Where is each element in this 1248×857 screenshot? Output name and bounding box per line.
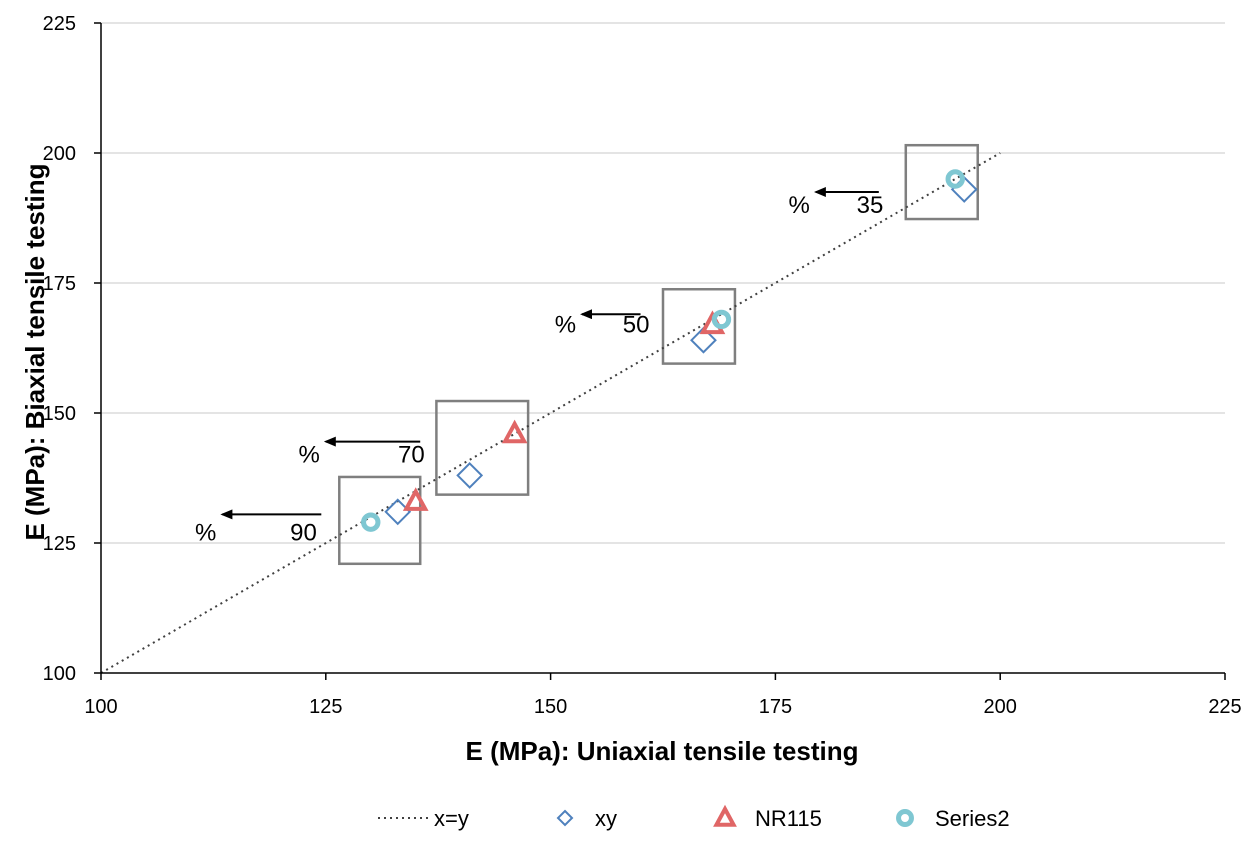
data-series [361, 169, 978, 532]
point-triangle [713, 804, 737, 827]
point-circle [896, 809, 914, 827]
point-diamond [556, 809, 574, 827]
x-tick-label: 100 [84, 696, 117, 718]
legend-label: NR115 [755, 806, 822, 831]
x-tick-label: 175 [759, 696, 792, 718]
x-tick-label: 125 [309, 696, 342, 718]
legend-item: x=y [378, 806, 469, 831]
legend-item: NR115 [713, 804, 822, 831]
annotation-number: 35 [857, 192, 884, 219]
gridlines [101, 22, 1225, 544]
point-circle [361, 512, 381, 532]
point-diamond [456, 461, 484, 489]
legend: x=y xy NR115 Series2 [378, 804, 1010, 831]
y-tick-label: 200 [43, 143, 76, 165]
series-nr115 [402, 310, 726, 511]
reference-line [100, 152, 1001, 674]
x-tick-label: 200 [984, 696, 1017, 718]
annotations: 35% 50% 70% 90% [195, 187, 884, 547]
legend-label: xy [595, 806, 617, 831]
point-triangle [501, 419, 528, 444]
y-tick-label: 175 [43, 273, 76, 295]
series-xy [384, 175, 978, 526]
y-tick-label: 100 [43, 663, 76, 685]
series-series2 [361, 169, 965, 532]
x-tick-label: 150 [534, 696, 567, 718]
legend-item: xy [556, 806, 617, 831]
point-diamond [690, 326, 717, 354]
annotation-number: 70 [398, 442, 425, 469]
annotation-unit: % [789, 192, 810, 219]
point-triangle [402, 487, 429, 511]
highlight-boxes [338, 143, 979, 566]
point-circle [945, 169, 965, 189]
axes: 100 125 150 175 200 225 100 125 150 175 200 225 [43, 13, 1242, 718]
point-circle [711, 309, 732, 330]
annotation-number: 90 [290, 520, 317, 547]
highlight-box [338, 475, 422, 566]
y-axis-title: E (MPa): Biaxial tensile testing [20, 163, 50, 540]
y-tick-label: 150 [43, 403, 76, 425]
x-tick-label: 225 [1208, 696, 1241, 718]
x-axis-title: E (MPa): Uniaxial tensile testing [466, 736, 859, 766]
legend-label: Series2 [935, 806, 1010, 831]
y-tick-label: 225 [43, 13, 76, 35]
annotation-unit: % [298, 442, 319, 469]
highlight-box [661, 287, 737, 365]
point-diamond [384, 498, 412, 526]
legend-item: Series2 [896, 806, 1010, 831]
y-tick-label: 125 [43, 533, 76, 555]
annotation-number: 50 [623, 312, 650, 339]
annotation-unit: % [195, 520, 216, 547]
highlight-box [435, 399, 530, 496]
reference-line-layer [100, 152, 1001, 674]
annotation-unit: % [555, 312, 576, 339]
legend-label: x=y [434, 806, 469, 831]
highlight-box [904, 143, 979, 221]
